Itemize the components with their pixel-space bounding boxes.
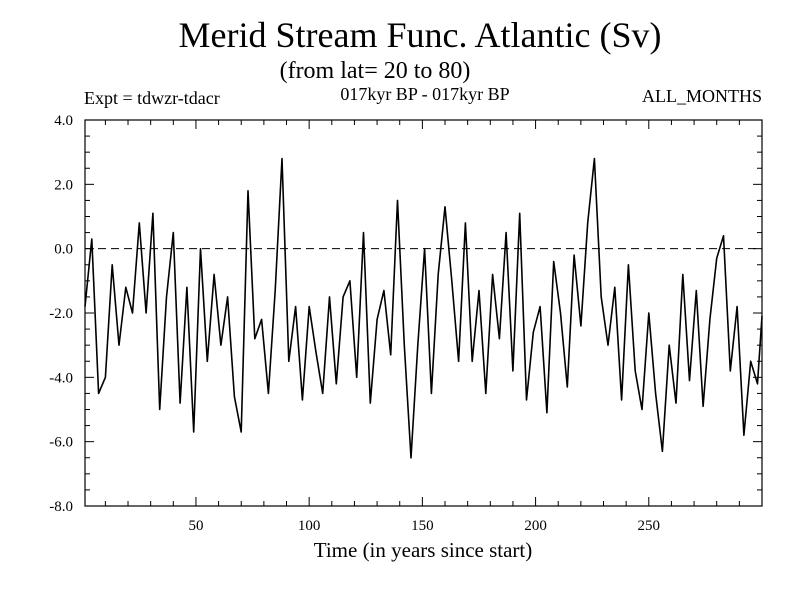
chart-subtitle: (from lat= 20 to 80) [279,58,471,84]
x-tick-label: 150 [411,518,434,534]
chart-title: Merid Stream Func. Atlantic (Sv) [178,15,662,55]
y-tick-label: 4.0 [54,113,73,129]
x-tick-label: 100 [298,518,321,534]
y-tick-label: -6.0 [49,435,73,451]
y-tick-label: -2.0 [49,306,73,322]
x-axis-label: Time (in years since start) [313,538,533,562]
period-label: 017kyr BP - 017kyr BP [340,84,510,104]
months-label: ALL_MONTHS [642,86,762,106]
experiment-label: Expt = tdwzr-tdacr [84,88,220,108]
y-tick-label: 0.0 [54,242,73,258]
x-tick-label: 200 [524,518,547,534]
x-tick-label: 250 [638,518,661,534]
y-tick-label: 2.0 [54,177,73,193]
y-tick-label: -8.0 [49,499,73,515]
series-line [84,157,763,459]
y-tick-label: -4.0 [49,370,73,386]
plot-frame [84,119,763,507]
x-tick-label: 50 [188,518,203,534]
